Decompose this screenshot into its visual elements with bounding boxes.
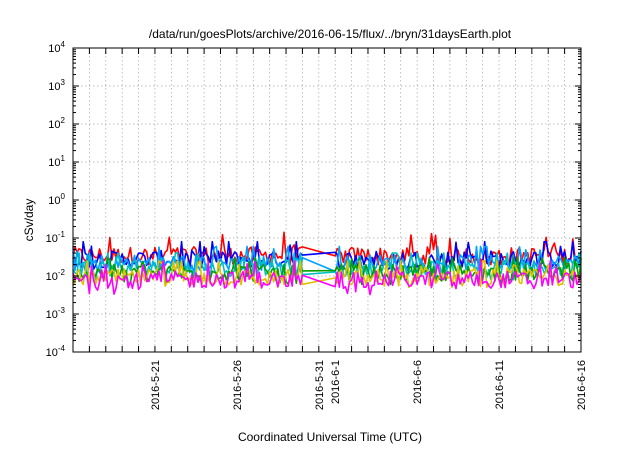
data-series-line	[72, 252, 582, 281]
labels-layer: 10-4 10-3 10-2 10-1 100 101 102 103 104 2016-5-21…	[46, 40, 588, 410]
grid-layer	[73, 48, 581, 352]
data-series-line	[72, 260, 582, 296]
x-axis-label: Coordinated Universal Time (UTC)	[238, 430, 422, 444]
y-tick-label: 103	[48, 78, 65, 93]
y-tick-label: 102	[48, 116, 65, 131]
x-tick-label: 2016-5-26	[232, 360, 244, 410]
y-axis-label: cSv/day	[22, 199, 36, 242]
y-tick-label: 104	[48, 40, 65, 55]
y-tick-label: 10-4	[46, 344, 66, 359]
y-tick-label: 10-1	[46, 230, 66, 245]
chart-title: /data/run/goesPlots/archive/2016-06-15/f…	[149, 27, 512, 41]
y-tick-label: 10-2	[46, 268, 66, 283]
x-tick-label: 2016-6-1	[330, 360, 342, 404]
x-tick-label: 2016-6-6	[412, 360, 424, 404]
x-tick-label: 2016-5-31	[314, 360, 326, 410]
x-tick-label: 2016-5-21	[150, 360, 162, 410]
y-tick-label: 10-3	[46, 306, 66, 321]
data-series-line	[72, 231, 582, 266]
y-tick-label: 101	[48, 154, 65, 169]
x-tick-label: 2016-6-11	[494, 360, 506, 409]
x-tick-label: 2016-6-16	[576, 360, 588, 410]
ticks-layer	[72, 47, 582, 353]
y-tick-label: 100	[48, 192, 65, 207]
series-layer	[72, 231, 582, 296]
